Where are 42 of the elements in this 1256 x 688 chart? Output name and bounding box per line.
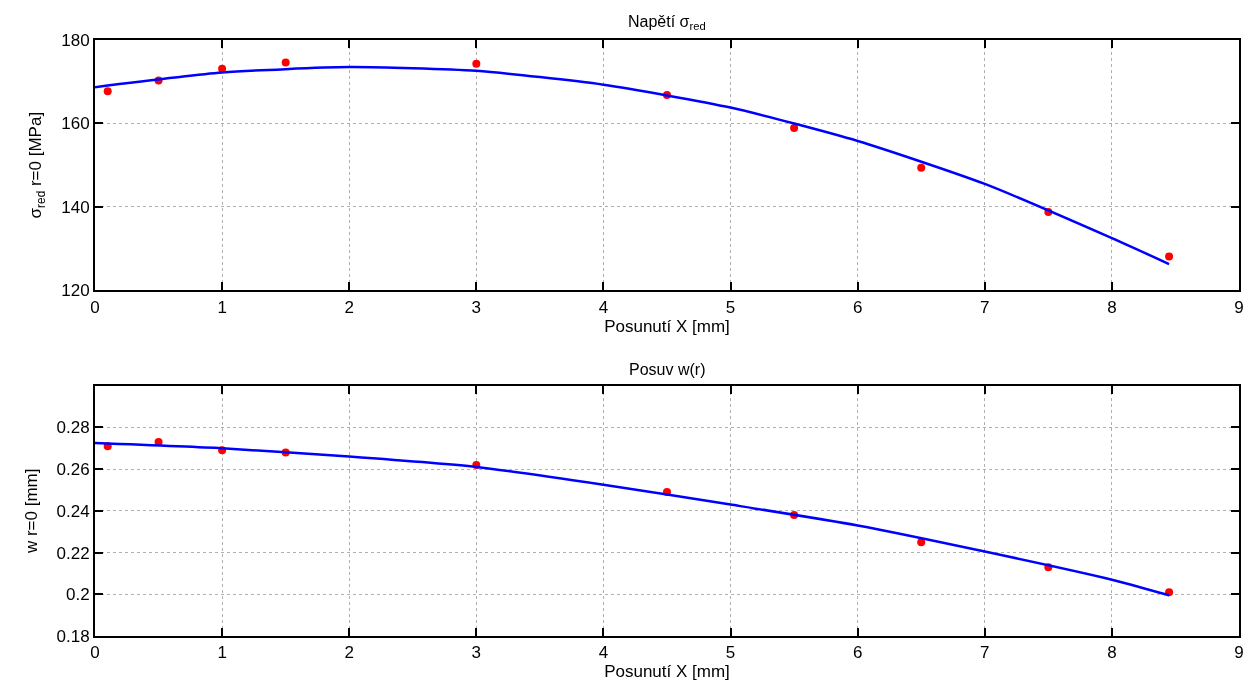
- x-tick-label: 0: [90, 643, 100, 663]
- y-tick-label: 140: [61, 197, 90, 217]
- x-axis-title: Posunutí X [mm]: [604, 662, 730, 682]
- point: [472, 59, 481, 68]
- x-tick-label: 8: [1107, 643, 1117, 663]
- x-tick-label: 9: [1234, 643, 1244, 663]
- x-tick-label: 1: [217, 643, 227, 663]
- x-tick-label: 0: [90, 297, 100, 317]
- y-tick-label: 160: [61, 114, 90, 134]
- x-tick-label: 9: [1234, 297, 1244, 317]
- x-tick-label: 6: [852, 643, 863, 663]
- x-tick-label: 2: [344, 643, 354, 663]
- y-tick-label: 0.24: [56, 501, 90, 521]
- x-tick-label: 4: [598, 297, 609, 317]
- y-tick-label: 0.18: [56, 626, 90, 646]
- x-tick-label: 3: [471, 297, 482, 317]
- y-tick-label: 120: [61, 281, 90, 301]
- point: [790, 124, 799, 133]
- x-tick-label: 2: [344, 297, 354, 317]
- x-tick-label: 4: [598, 643, 609, 663]
- y-tick-label: 0.26: [56, 460, 90, 480]
- y-tick-label: 0.28: [56, 418, 90, 438]
- x-tick-label: 3: [471, 643, 482, 663]
- line-series: [95, 65, 1171, 266]
- y-axis-title: w r=0 [mm]: [21, 468, 41, 555]
- x-tick-label: 7: [980, 643, 990, 663]
- point: [103, 87, 112, 96]
- y-tick-label: 180: [61, 30, 90, 50]
- x-axis-title: Posunutí X [mm]: [604, 316, 730, 336]
- x-tick-label: 5: [725, 643, 736, 663]
- y-tick-label: 0.2: [65, 585, 90, 605]
- chart-title: Posuv w(r): [629, 361, 706, 378]
- point: [1165, 252, 1174, 261]
- x-tick-label: 8: [1107, 297, 1117, 317]
- x-tick-label: 6: [852, 297, 863, 317]
- chart-title: Napětí σ$_{red}$: [628, 13, 706, 33]
- x-tick-label: 5: [725, 297, 736, 317]
- point: [281, 58, 290, 67]
- x-tick-label: 7: [980, 297, 990, 317]
- x-tick-label: 1: [217, 297, 227, 317]
- point: [917, 163, 926, 172]
- y-tick-label: 0.22: [56, 543, 90, 563]
